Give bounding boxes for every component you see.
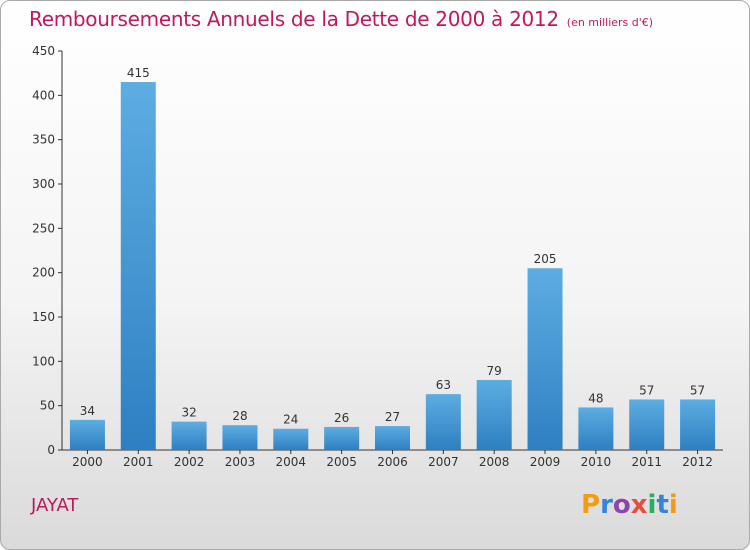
chart-unit-note: (en milliers d'€) (566, 16, 654, 29)
y-tick-label: 50 (40, 399, 55, 413)
chart-title-text: Remboursements Annuels de la Dette de 20… (29, 7, 559, 31)
x-tick-label: 2006 (377, 455, 408, 469)
proxiti-logo: Proxiti (581, 490, 678, 520)
chart-labels: 2000 34 2001 415 2002 32 2003 28 2004 24 2005 26 200… (72, 66, 713, 469)
bar (527, 268, 563, 450)
data-label: 57 (639, 383, 654, 397)
bar (476, 379, 512, 450)
x-tick-label: 2007 (428, 455, 459, 469)
data-label: 205 (534, 252, 557, 266)
data-label: 24 (283, 413, 298, 427)
bar (629, 399, 665, 450)
data-label: 415 (127, 66, 150, 80)
y-tick-label: 450 (32, 44, 55, 58)
y-tick-label: 400 (32, 88, 55, 102)
bar-chart: 0 50 100 150 200 250 300 350 400 450 2000 34 2001 41… (32, 44, 723, 469)
x-tick-label: 2008 (479, 455, 510, 469)
y-tick-label: 300 (32, 177, 55, 191)
bar (578, 407, 614, 450)
chart-axes: 0 50 100 150 200 250 300 350 400 450 (32, 44, 723, 457)
bar (425, 394, 461, 450)
x-tick-label: 2003 (225, 455, 256, 469)
data-label: 48 (588, 391, 603, 405)
bar (222, 425, 258, 450)
data-label: 27 (385, 410, 400, 424)
chart-bars (69, 82, 716, 451)
data-label: 57 (690, 383, 705, 397)
x-tick-label: 2005 (326, 455, 357, 469)
y-tick-label: 100 (32, 354, 55, 368)
data-label: 79 (487, 364, 502, 378)
data-label: 34 (80, 404, 95, 418)
data-label: 63 (436, 378, 451, 392)
x-tick-label: 2002 (174, 455, 205, 469)
data-label: 32 (181, 406, 196, 420)
data-label: 26 (334, 411, 349, 425)
bar (69, 419, 105, 450)
y-tick-label: 250 (32, 221, 55, 235)
x-tick-label: 2011 (631, 455, 662, 469)
bar (324, 426, 360, 450)
commune-name: JAYAT (31, 495, 79, 516)
bar (680, 399, 716, 450)
bar (273, 428, 309, 450)
bar (120, 82, 156, 451)
x-tick-label: 2009 (530, 455, 561, 469)
y-tick-label: 0 (47, 443, 55, 457)
y-tick-label: 200 (32, 266, 55, 280)
x-tick-label: 2000 (72, 455, 103, 469)
y-tick-label: 150 (32, 310, 55, 324)
bar (375, 426, 410, 450)
chart-title: Remboursements Annuels de la Dette de 20… (29, 7, 653, 31)
bar (171, 421, 207, 450)
y-tick-label: 350 (32, 133, 55, 147)
x-tick-label: 2004 (276, 455, 307, 469)
x-tick-label: 2010 (581, 455, 612, 469)
data-label: 28 (232, 409, 247, 423)
x-tick-label: 2001 (123, 455, 154, 469)
x-tick-label: 2012 (682, 455, 713, 469)
